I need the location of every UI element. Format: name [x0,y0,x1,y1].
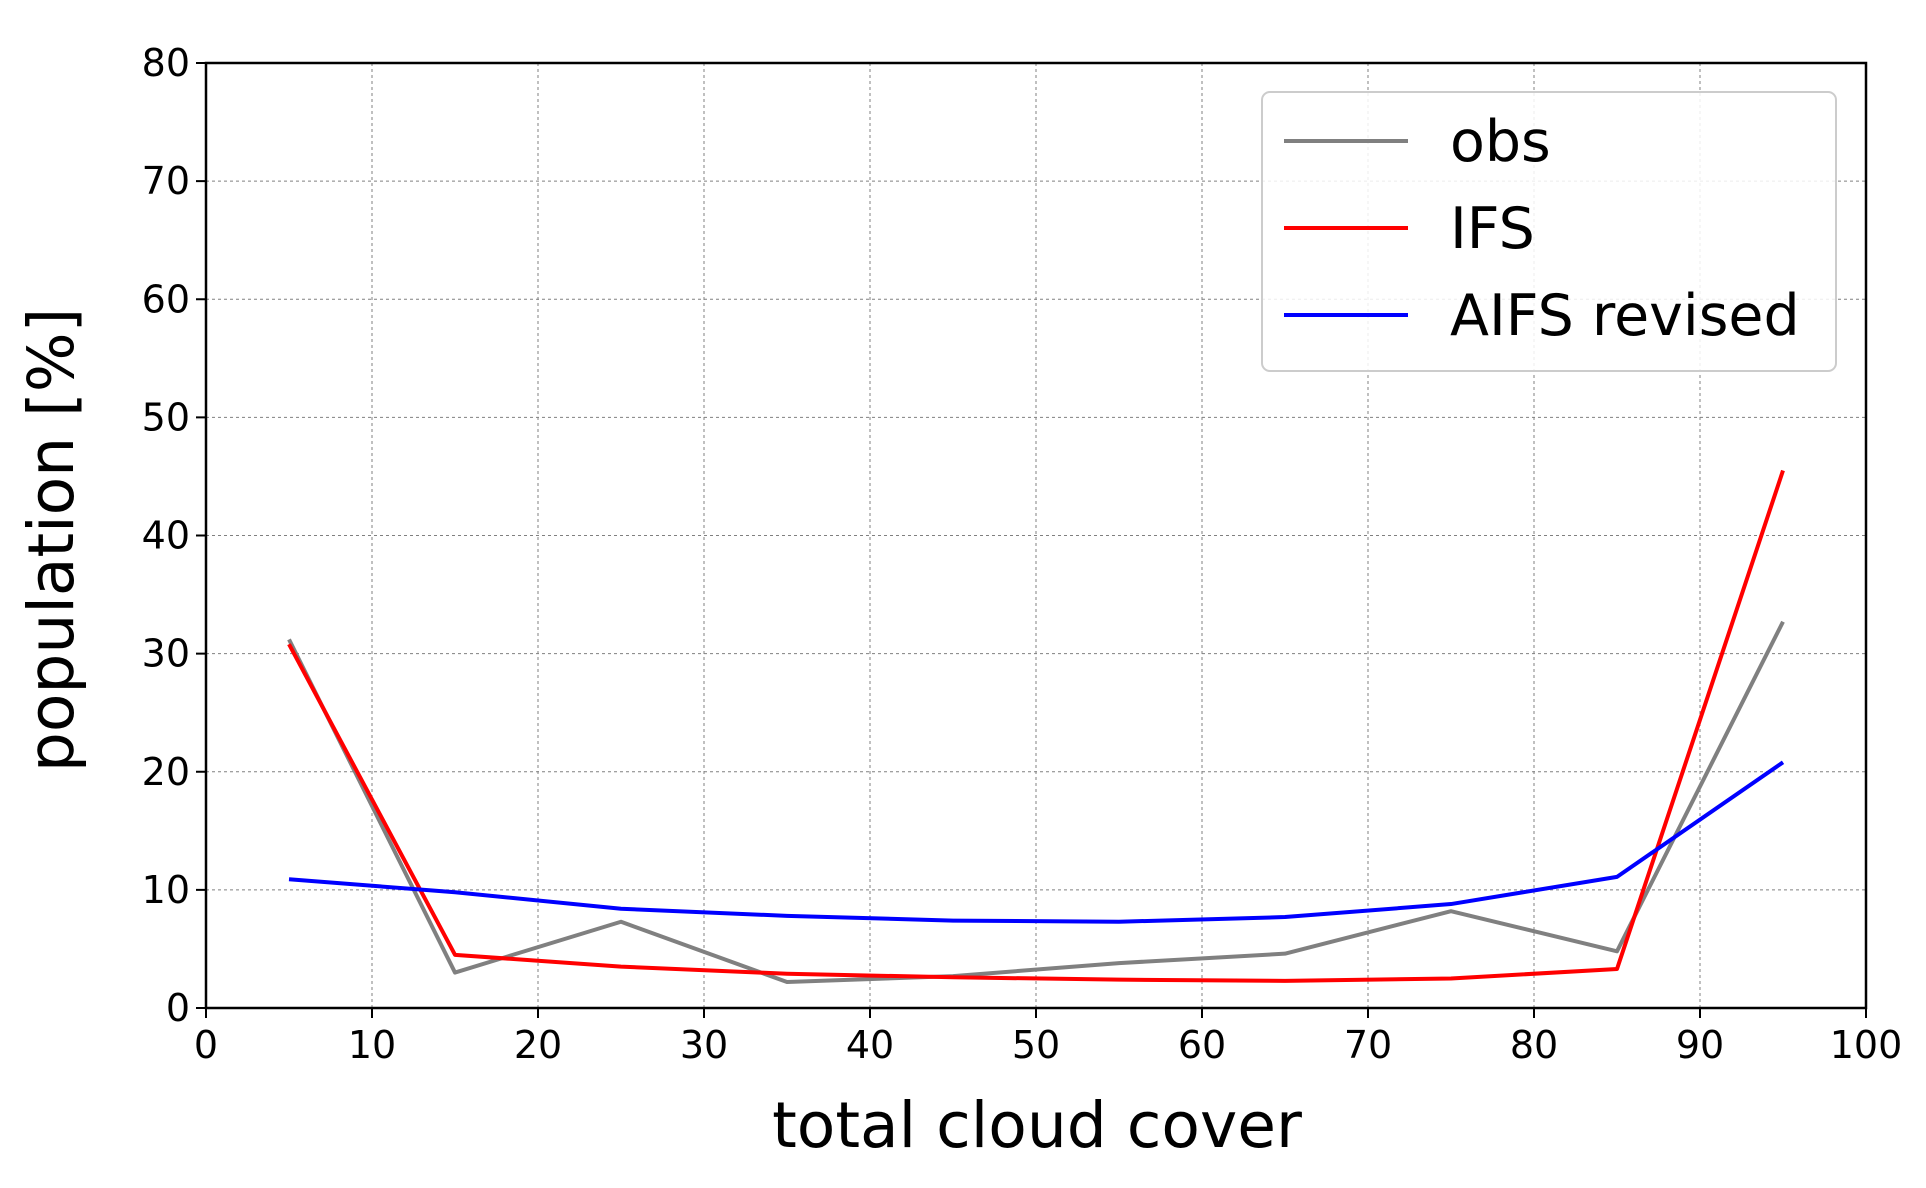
x-tick-label: 30 [680,1023,728,1067]
x-tick-label: 40 [846,1023,894,1067]
series-line-aifs-revised [288,760,1785,924]
y-tick-label: 40 [142,514,190,558]
x-axis-label: total cloud cover [772,1089,1302,1162]
y-tick-label: 30 [142,632,190,676]
y-tick-label: 80 [142,41,190,85]
x-tick-label: 90 [1676,1023,1724,1067]
y-tick-label: 10 [142,868,190,912]
x-tick-label: 0 [194,1023,218,1067]
legend: obs IFS AIFS revised [1261,91,1837,372]
axis-ticks: 0 10 20 30 40 50 60 70 80 90 100 0 10 20 30 40 50 60 70 80 [142,41,1903,1067]
y-axis-label: population [%] [15,308,88,772]
series-lines [287,469,1785,985]
x-tick-label: 80 [1510,1023,1558,1067]
x-tick-label: 100 [1830,1023,1903,1067]
x-tick-label: 20 [514,1023,562,1067]
legend-label: AIFS revised [1450,283,1800,349]
legend-label: obs [1450,109,1551,175]
y-tick-label: 70 [142,159,190,203]
series-line-ifs [287,469,1785,983]
series-line-obs [287,620,1785,985]
y-tick-label: 60 [142,277,190,321]
legend-label: IFS [1450,196,1535,262]
x-tick-label: 60 [1178,1023,1226,1067]
x-tick-label: 10 [348,1023,396,1067]
y-tick-label: 0 [166,986,190,1030]
y-tick-label: 20 [142,750,190,794]
x-tick-label: 70 [1344,1023,1392,1067]
legend-box [1261,91,1837,372]
y-tick-label: 50 [142,395,190,439]
x-tick-label: 50 [1012,1023,1060,1067]
